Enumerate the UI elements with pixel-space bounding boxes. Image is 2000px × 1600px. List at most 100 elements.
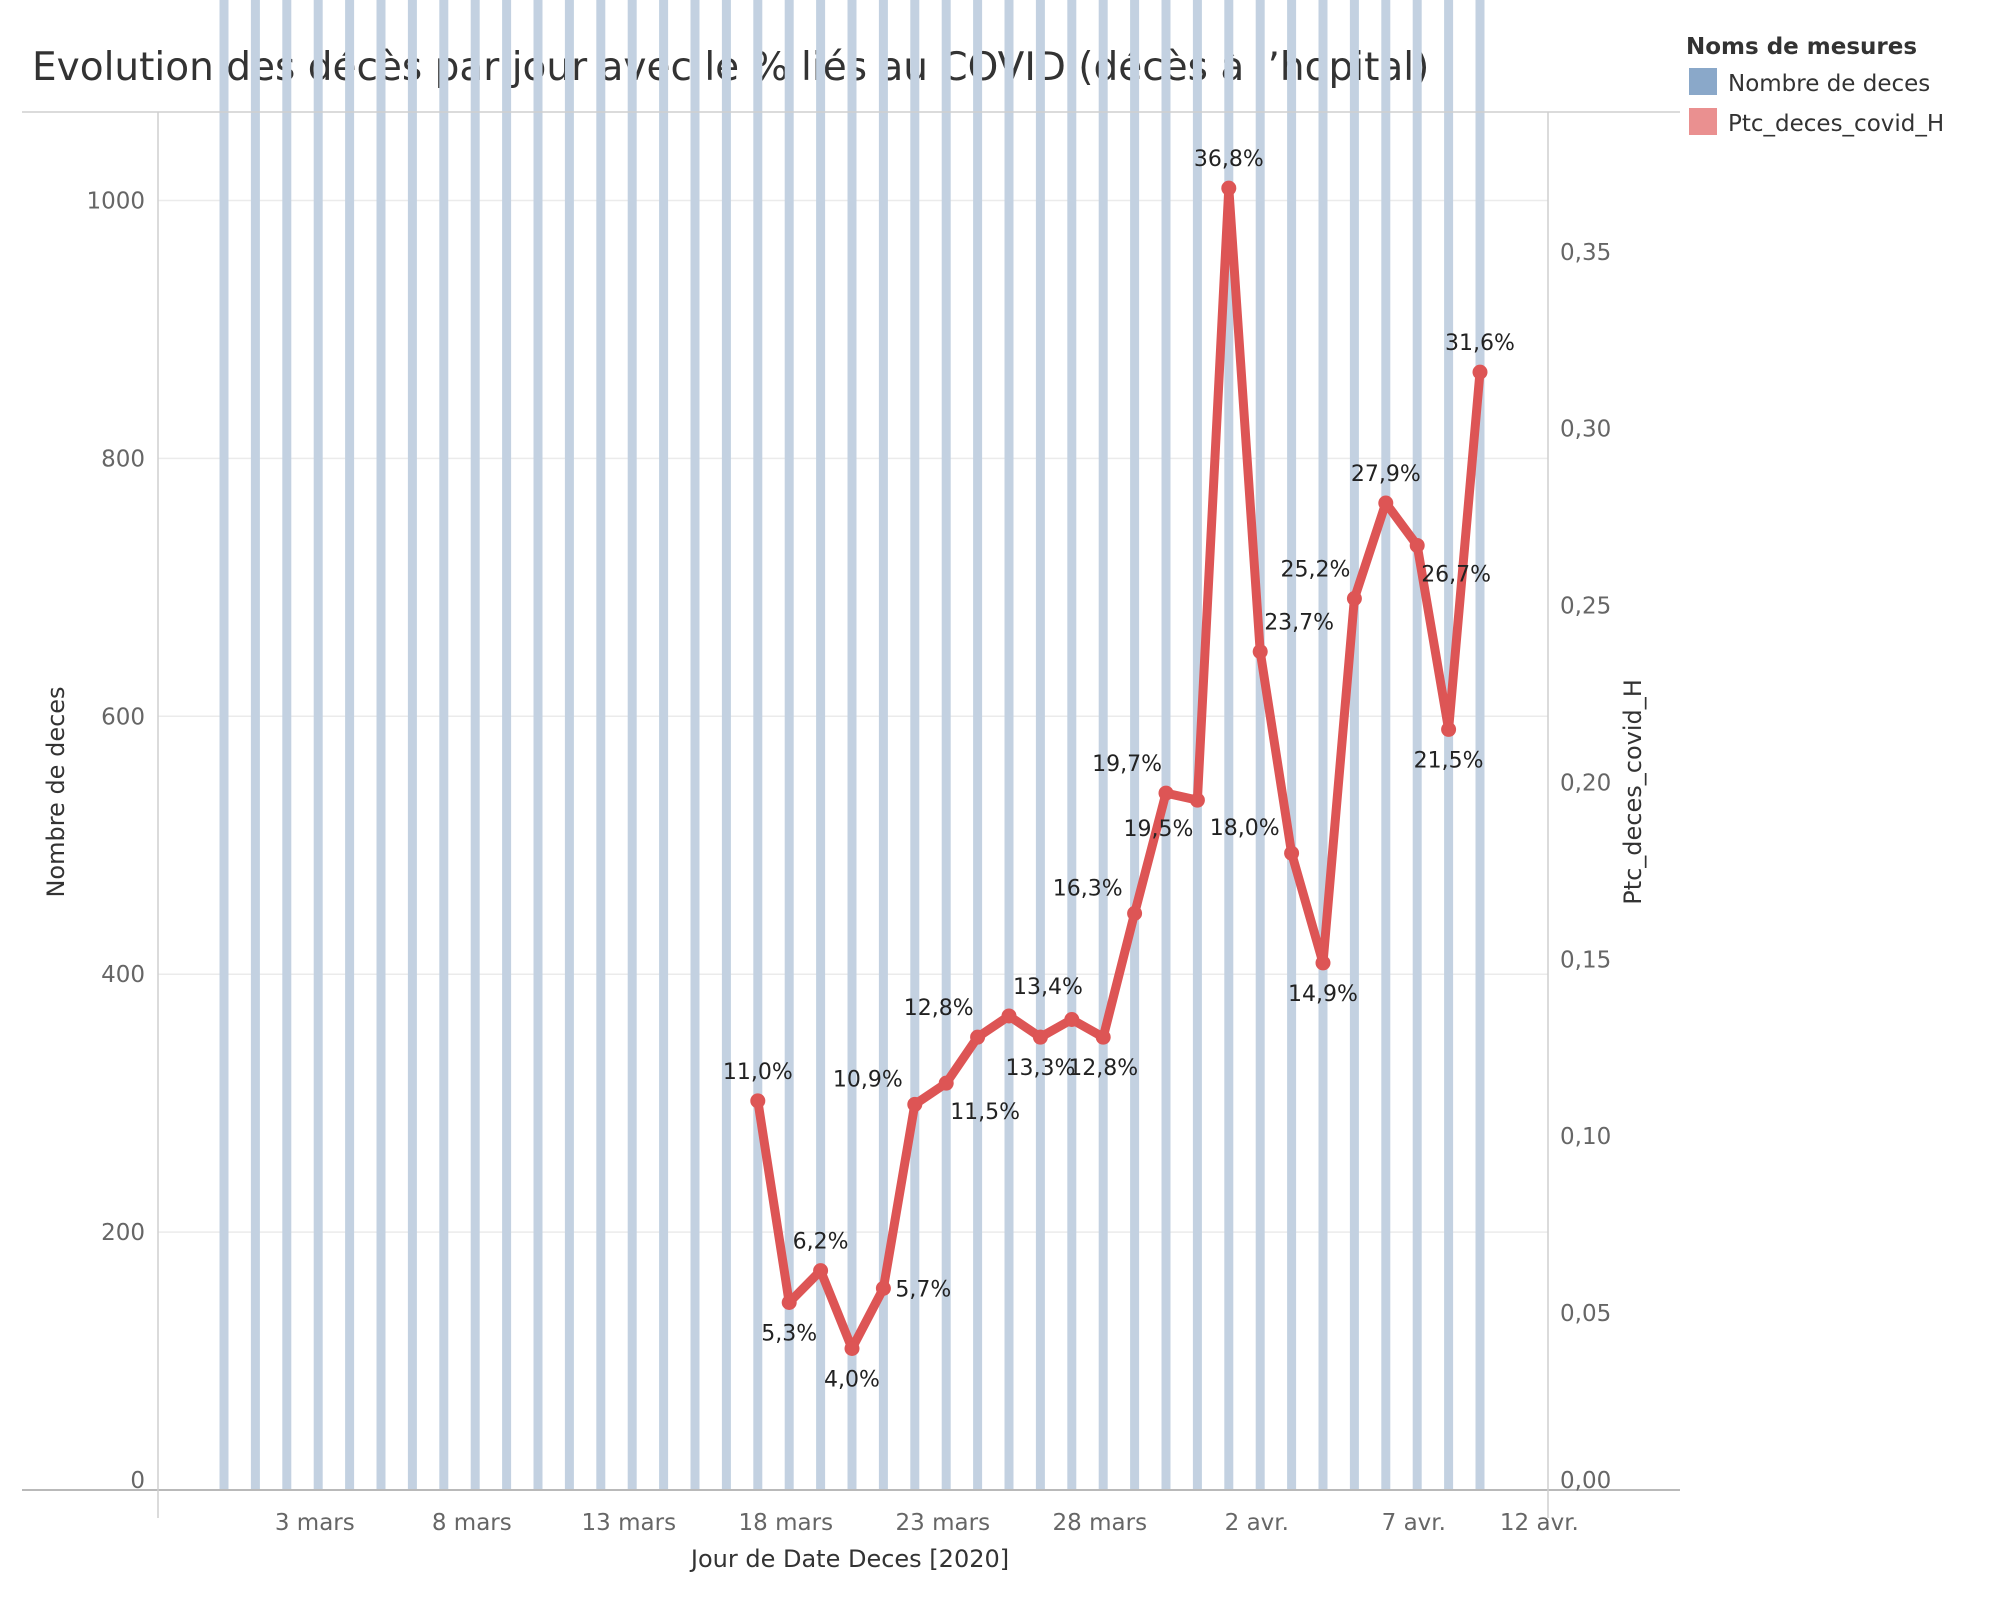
series-line [753, 183, 1485, 1353]
y-axis-left-title: Nombre de deces [42, 686, 70, 897]
line-point[interactable] [1221, 180, 1237, 196]
line-point[interactable] [907, 1096, 923, 1112]
line-point[interactable] [1252, 644, 1268, 660]
bar [1098, 0, 1108, 1490]
x-tick-label: 8 mars [432, 1510, 512, 1536]
y-tick-label: 200 [101, 1220, 145, 1246]
bar [1475, 0, 1485, 1490]
bar [1381, 0, 1391, 1490]
data-label: 12,8% [1068, 1056, 1138, 1081]
bar [1287, 0, 1297, 1490]
bar [1004, 0, 1014, 1490]
bar [376, 0, 386, 1490]
y-tick-label: 800 [101, 446, 145, 472]
bar [973, 0, 983, 1491]
bar [1067, 0, 1077, 1491]
data-label: 11,5% [950, 1100, 1020, 1125]
data-label: 26,7% [1421, 562, 1491, 587]
legend: Noms de mesures Nombre de deces Ptc_dece… [1686, 34, 1944, 137]
y-tick-label: 600 [101, 704, 145, 730]
line-point[interactable] [1127, 905, 1143, 921]
data-label: 11,0% [723, 1060, 793, 1085]
line-point[interactable] [938, 1075, 954, 1091]
x-tick-label: 13 mars [582, 1510, 677, 1536]
y2-tick-label: 0,35 [1560, 240, 1611, 266]
line-point[interactable] [813, 1263, 829, 1279]
y2-tick-label: 0,15 [1560, 947, 1611, 973]
y2-tick-label: 0,30 [1560, 417, 1611, 443]
bar [250, 0, 260, 1490]
bar [1130, 0, 1140, 1490]
data-label: 5,7% [895, 1277, 951, 1302]
line-point[interactable] [1378, 495, 1394, 511]
bar [564, 0, 574, 1490]
bar [345, 0, 355, 1491]
line-point[interactable] [750, 1093, 766, 1109]
data-label: 27,9% [1351, 462, 1421, 487]
line-ptc-deces-covid-h [750, 180, 1488, 1356]
bar [627, 0, 637, 1490]
bar [1035, 0, 1045, 1490]
bar [1255, 0, 1265, 1490]
legend-title: Noms de mesures [1686, 34, 1917, 60]
data-label: 25,2% [1281, 558, 1351, 583]
bar [721, 0, 731, 1490]
data-label: 19,5% [1124, 817, 1194, 842]
bar [784, 0, 794, 1490]
x-tick-label: 3 mars [275, 1510, 355, 1536]
line-point[interactable] [1158, 785, 1174, 801]
data-label: 4,0% [824, 1367, 880, 1392]
line-point[interactable] [781, 1295, 797, 1311]
bar [941, 0, 951, 1490]
line-point[interactable] [1472, 364, 1488, 380]
y2-tick-label: 0,05 [1560, 1301, 1611, 1327]
data-labels: 11,0% 5,3% 6,2% 4,0% 5,7% 10,9% 11,5% 12,8% 13,4… [723, 147, 1515, 1392]
bar [596, 0, 606, 1490]
legend-label-ptc-deces-covid-h[interactable]: Ptc_deces_covid_H [1728, 111, 1944, 137]
line-point[interactable] [1409, 537, 1425, 553]
line-point[interactable] [875, 1280, 891, 1296]
legend-label-nombre-de-deces[interactable]: Nombre de deces [1728, 71, 1930, 97]
bar [659, 0, 669, 1490]
line-point[interactable] [1346, 591, 1362, 607]
bar [690, 0, 700, 1490]
y-axis-right-title: Ptc_deces_covid_H [1619, 679, 1647, 905]
data-label: 16,3% [1053, 876, 1123, 901]
line-point[interactable] [970, 1029, 986, 1045]
data-label: 36,8% [1194, 147, 1264, 172]
bar [1161, 0, 1171, 1490]
data-label: 18,0% [1210, 816, 1280, 841]
bar [816, 0, 826, 1490]
bar [502, 0, 512, 1490]
data-label: 23,7% [1264, 611, 1334, 636]
bar [439, 0, 449, 1491]
data-label: 5,3% [761, 1322, 817, 1347]
line-point[interactable] [1064, 1011, 1080, 1027]
data-label: 12,8% [904, 996, 974, 1021]
line-point[interactable] [1284, 845, 1300, 861]
line-point[interactable] [1189, 792, 1205, 808]
data-label: 10,9% [833, 1067, 903, 1092]
line-point[interactable] [1095, 1029, 1111, 1045]
y2-tick-label: 0,20 [1560, 770, 1611, 796]
data-label: 13,3% [1005, 1056, 1075, 1081]
line-point[interactable] [1032, 1029, 1048, 1045]
line-point[interactable] [1315, 955, 1331, 971]
line-point[interactable] [844, 1340, 860, 1356]
legend-swatch-ptc-deces-covid-h [1689, 108, 1717, 135]
y-tick-label: 0 [130, 1468, 145, 1494]
data-label: 21,5% [1414, 748, 1484, 773]
bar [910, 0, 920, 1490]
line-point[interactable] [1441, 721, 1457, 737]
bar [407, 0, 417, 1490]
data-label: 13,4% [1013, 975, 1083, 1000]
y-axis-right-ticks: 0,00 0,05 0,10 0,15 0,20 0,25 0,30 0,35 [1560, 240, 1611, 1494]
y2-tick-label: 0,00 [1560, 1468, 1611, 1494]
x-tick-label: 23 mars [896, 1510, 991, 1536]
x-tick-label: 7 avr. [1382, 1510, 1446, 1536]
y-tick-label: 1000 [86, 189, 145, 215]
bar [753, 0, 763, 1491]
bar [1444, 0, 1454, 1490]
x-axis-ticks: 3 mars 8 mars 13 mars 18 mars 23 mars 28 mars… [275, 1510, 1579, 1536]
line-point[interactable] [1001, 1008, 1017, 1024]
